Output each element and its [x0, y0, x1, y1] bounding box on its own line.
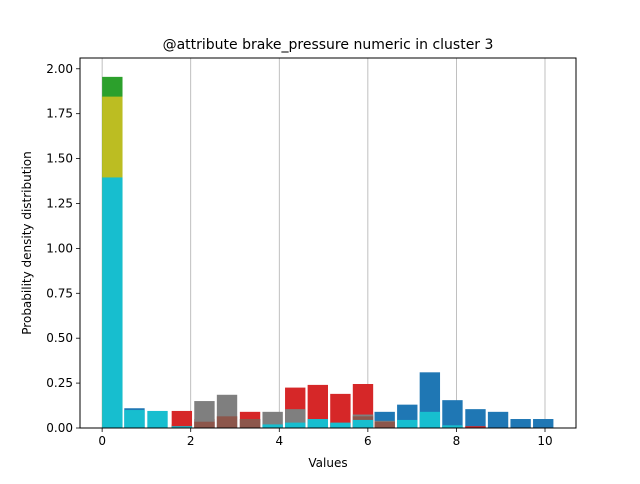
bar-series-6-0 — [102, 177, 123, 428]
bar-series-6-5 — [285, 422, 306, 428]
x-tick-label-4: 8 — [453, 434, 461, 448]
y-tick-label-6: 1.50 — [46, 152, 73, 166]
y-tick-label-1: 0.25 — [46, 376, 73, 390]
x-tick-label-0: 0 — [98, 434, 106, 448]
bar-series-0-8 — [533, 419, 554, 428]
axes-frame — [79, 57, 577, 429]
bar-series-6-6 — [307, 419, 328, 428]
bar-series-0-6 — [487, 411, 509, 428]
x-axis-label: Values — [308, 456, 347, 470]
y-tick-label-3: 0.75 — [46, 286, 73, 300]
bars — [102, 76, 554, 428]
bar-series-6-4 — [262, 424, 283, 428]
bar-series-6-8 — [352, 419, 374, 428]
x-axis-ticks: 0 2 4 6 8 10 — [98, 428, 553, 448]
bar-series-6-9 — [397, 419, 418, 428]
bar-series-6-2 — [147, 410, 168, 428]
y-tick-label-5: 1.25 — [46, 196, 73, 210]
bar-series-3-0 — [194, 401, 215, 428]
bar-series-0-7 — [510, 419, 531, 428]
x-tick-label-1: 2 — [187, 434, 195, 448]
bar-series-0-5 — [465, 409, 486, 428]
bar-series-2-4 — [307, 384, 328, 428]
bar-series-4-4 — [374, 421, 395, 428]
bar-series-6-10 — [419, 411, 441, 428]
bar-series-2-7 — [465, 426, 486, 428]
y-tick-label-7: 1.75 — [46, 107, 73, 121]
chart-title: @attribute brake_pressure numeric in clu… — [163, 37, 494, 53]
bar-series-4-0 — [194, 421, 215, 428]
bar-series-6-7 — [330, 422, 351, 428]
y-axis-label: Probability density distribution — [20, 151, 34, 334]
bar-series-2-0 — [171, 410, 193, 428]
bar-series-4-2 — [239, 419, 261, 428]
x-tick-label-2: 4 — [275, 434, 283, 448]
bar-series-6-1 — [124, 410, 145, 428]
x-tick-label-3: 6 — [364, 434, 372, 448]
y-tick-label-4: 1.00 — [46, 241, 73, 255]
bar-series-2-5 — [330, 393, 351, 428]
y-tick-label-0: 0.00 — [46, 421, 73, 435]
bar-series-6-3 — [171, 426, 193, 428]
bar-series-6-11 — [442, 425, 463, 428]
y-tick-label-2: 0.50 — [46, 331, 73, 345]
bar-series-3-3 — [262, 411, 283, 428]
bar-series-4-1 — [216, 416, 238, 428]
bar-series-0-4 — [442, 400, 463, 428]
y-axis-ticks: 0.00 0.25 0.50 0.75 1.00 1.25 1.50 1.75 2.00 — [46, 62, 80, 435]
x-tick-label-5: 10 — [537, 434, 552, 448]
y-tick-label-8: 2.00 — [46, 62, 73, 76]
